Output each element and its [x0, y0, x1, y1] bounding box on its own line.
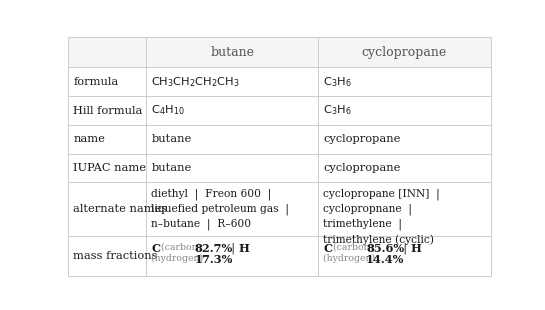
Text: 82.7%: 82.7%: [194, 243, 233, 254]
Text: (carbon): (carbon): [330, 243, 377, 252]
Text: H: H: [238, 243, 249, 254]
Text: cyclopropane [INN]  |
cyclopropnane  |
trimethylene  |
trimethylene (cyclic): cyclopropane [INN] | cyclopropnane | tri…: [323, 188, 440, 245]
Bar: [68, 37, 490, 67]
Text: cyclopropane: cyclopropane: [323, 134, 401, 144]
Text: name: name: [73, 134, 105, 144]
Text: $\mathregular{C_3H_6}$: $\mathregular{C_3H_6}$: [323, 75, 352, 89]
Text: 17.3%: 17.3%: [194, 254, 233, 265]
Text: (hydrogen): (hydrogen): [323, 254, 378, 263]
Text: butane: butane: [152, 134, 192, 144]
Text: |: |: [224, 243, 243, 254]
Text: 14.4%: 14.4%: [366, 254, 404, 265]
Text: 85.6%: 85.6%: [366, 243, 404, 254]
Text: mass fractions: mass fractions: [73, 251, 158, 261]
Text: Hill formula: Hill formula: [73, 105, 143, 116]
Text: |: |: [396, 243, 414, 254]
Text: $\mathregular{C_3H_6}$: $\mathregular{C_3H_6}$: [323, 104, 352, 117]
Text: butane: butane: [152, 163, 192, 173]
Text: cyclopropane: cyclopropane: [323, 163, 401, 173]
Text: $\mathregular{CH_3CH_2CH_2CH_3}$: $\mathregular{CH_3CH_2CH_2CH_3}$: [152, 75, 240, 89]
Text: (hydrogen): (hydrogen): [152, 254, 207, 263]
Text: (carbon): (carbon): [158, 243, 205, 252]
Text: C: C: [152, 243, 160, 254]
Text: H: H: [410, 243, 421, 254]
Text: IUPAC name: IUPAC name: [73, 163, 146, 173]
Text: $\mathregular{C_4H_{10}}$: $\mathregular{C_4H_{10}}$: [152, 104, 185, 117]
Text: butane: butane: [210, 46, 254, 59]
Text: C: C: [323, 243, 332, 254]
Text: alternate names: alternate names: [73, 204, 167, 214]
Text: diethyl  |  Freon 600  |
liquefied petroleum gas  |
n–butane  |  R–600: diethyl | Freon 600 | liquefied petroleu…: [152, 188, 289, 230]
Text: formula: formula: [73, 77, 118, 87]
Text: cyclopropane: cyclopropane: [362, 46, 447, 59]
